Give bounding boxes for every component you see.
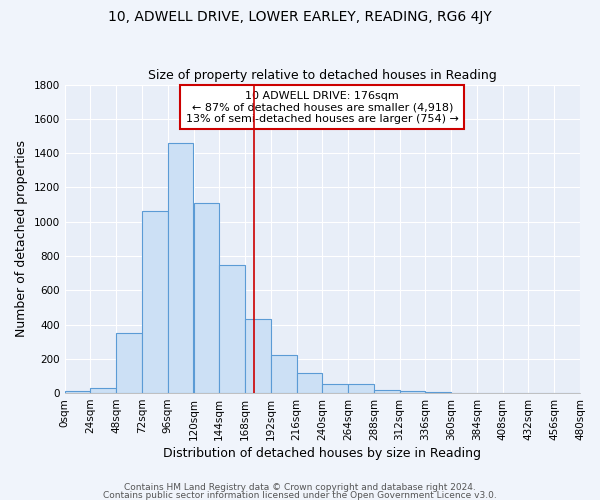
Bar [322, 384, 348, 393]
Text: Contains public sector information licensed under the Open Government Licence v3: Contains public sector information licen… [103, 490, 497, 500]
Bar [116, 333, 142, 393]
Bar [374, 390, 400, 393]
Bar [348, 384, 374, 393]
Title: Size of property relative to detached houses in Reading: Size of property relative to detached ho… [148, 69, 497, 82]
Bar [296, 374, 322, 393]
Y-axis label: Number of detached properties: Number of detached properties [15, 140, 28, 338]
Text: 10, ADWELL DRIVE, LOWER EARLEY, READING, RG6 4JY: 10, ADWELL DRIVE, LOWER EARLEY, READING,… [108, 10, 492, 24]
Bar [142, 212, 168, 393]
Bar [65, 392, 91, 393]
Bar [245, 318, 271, 393]
Bar [91, 388, 116, 393]
Bar [271, 354, 296, 393]
Text: Contains HM Land Registry data © Crown copyright and database right 2024.: Contains HM Land Registry data © Crown c… [124, 484, 476, 492]
Bar [425, 392, 451, 393]
Bar [451, 392, 477, 393]
Text: 10 ADWELL DRIVE: 176sqm
← 87% of detached houses are smaller (4,918)
13% of semi: 10 ADWELL DRIVE: 176sqm ← 87% of detache… [186, 90, 459, 124]
X-axis label: Distribution of detached houses by size in Reading: Distribution of detached houses by size … [163, 447, 481, 460]
Bar [400, 392, 425, 393]
Bar [219, 266, 245, 393]
Bar [193, 203, 219, 393]
Bar [168, 143, 193, 393]
